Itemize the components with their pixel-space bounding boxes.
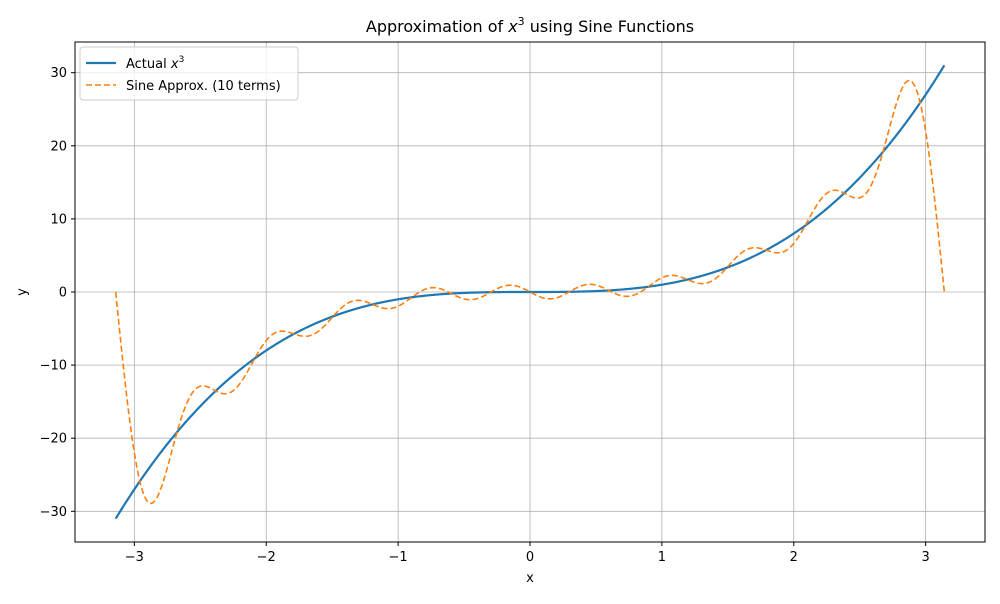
chart-title: Approximation of x3 using Sine Functions [366,15,694,36]
y-axis-label: y [15,288,30,296]
legend-label-actual-exp: 3 [179,55,185,65]
x-tick-label: 3 [922,550,930,565]
x-tick-label: 1 [658,550,666,565]
chart-title-prefix: Approximation of [366,17,508,36]
x-tick-label: 2 [790,550,798,565]
y-tick-label: −30 [40,505,67,520]
x-tick-label: −3 [125,550,144,565]
y-tick-label: −10 [40,359,67,374]
y-tick-label: 20 [50,139,67,154]
legend: Actual x3 Sine Approx. (10 terms) [79,46,299,101]
series-line-approx [114,79,946,505]
legend-label-actual: Actual x3 [126,55,184,72]
chart-title-suffix: using Sine Functions [525,17,694,36]
legend-label-approx: Sine Approx. (10 terms) [126,79,281,94]
legend-label-actual-prefix: Actual [126,57,171,72]
chart-title-var: x [507,17,518,36]
x-tick-label: 0 [526,550,534,565]
legend-label-actual-var: x [170,57,179,72]
y-tick-label: −20 [40,432,67,447]
chart-title-exp: 3 [518,15,525,28]
y-tick-label: 10 [50,212,67,227]
legend-box [79,46,299,101]
x-tick-label: −2 [257,550,276,565]
y-tick-label: 0 [59,286,67,301]
series-layer [114,64,946,520]
y-tick-label: 30 [50,66,67,81]
x-axis-label: x [526,571,534,586]
x-tick-label: −1 [389,550,408,565]
